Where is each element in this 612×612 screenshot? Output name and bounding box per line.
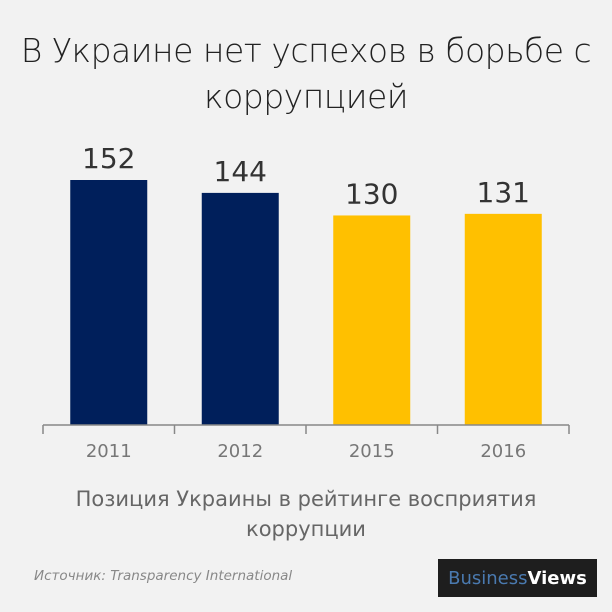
logo-business: Business: [448, 567, 528, 589]
bar-2016: [464, 213, 542, 425]
bar-2015: [333, 215, 411, 425]
chart-title: В Украине нет успехов в борьбе с коррупц…: [20, 31, 592, 116]
bar-2011: [70, 180, 148, 425]
data-label-2015: 130: [345, 177, 398, 210]
data-label-2011: 152: [82, 142, 135, 175]
x-tick-label-2015: 2015: [349, 441, 395, 462]
businessviews-logo: Business Views: [438, 559, 597, 597]
x-tick-label-2012: 2012: [217, 441, 263, 462]
x-tick-label-2011: 2011: [86, 441, 132, 462]
logo-views: Views: [527, 567, 587, 589]
data-label-2012: 144: [214, 155, 267, 188]
x-tick-label-2016: 2016: [480, 441, 526, 462]
x-axis-label: Позиция Украины в рейтинге восприятия ко…: [75, 487, 537, 541]
source-note: Источник: Transparency International: [34, 568, 293, 584]
bar-2012: [201, 192, 279, 425]
data-label-2016: 131: [477, 176, 530, 209]
